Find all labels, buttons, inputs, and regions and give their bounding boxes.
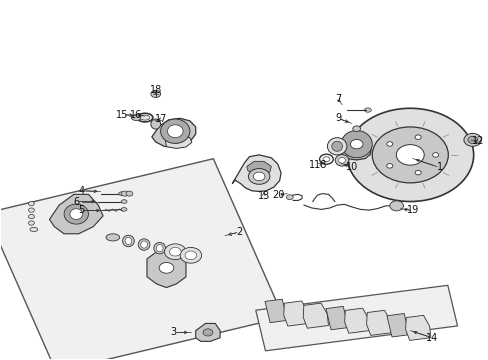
Circle shape [352, 126, 360, 132]
Circle shape [151, 90, 160, 98]
Polygon shape [283, 301, 308, 326]
Ellipse shape [164, 244, 185, 260]
Ellipse shape [125, 237, 132, 244]
Polygon shape [195, 323, 220, 341]
Polygon shape [152, 118, 195, 147]
Text: 20: 20 [272, 190, 284, 200]
Text: 18: 18 [149, 85, 162, 95]
Circle shape [371, 127, 447, 183]
Ellipse shape [121, 191, 129, 196]
Circle shape [28, 208, 34, 212]
Ellipse shape [106, 234, 120, 241]
Ellipse shape [121, 208, 127, 211]
Ellipse shape [126, 191, 133, 196]
Ellipse shape [64, 204, 88, 224]
Circle shape [463, 134, 481, 146]
Circle shape [414, 135, 420, 139]
Ellipse shape [364, 108, 370, 112]
Polygon shape [246, 161, 271, 174]
Circle shape [159, 262, 173, 273]
Ellipse shape [180, 247, 201, 263]
Circle shape [467, 136, 477, 143]
Polygon shape [264, 299, 287, 323]
Circle shape [253, 172, 264, 181]
Ellipse shape [30, 227, 38, 231]
Polygon shape [366, 310, 391, 336]
Polygon shape [255, 285, 457, 351]
Text: 2: 2 [236, 227, 242, 237]
Ellipse shape [138, 239, 150, 250]
Text: 13: 13 [257, 191, 269, 201]
Circle shape [349, 139, 362, 149]
Circle shape [28, 215, 34, 219]
Circle shape [386, 164, 392, 168]
Polygon shape [49, 194, 103, 234]
Text: 5: 5 [78, 206, 84, 216]
Ellipse shape [338, 157, 345, 163]
Polygon shape [325, 306, 347, 330]
Text: 1: 1 [436, 162, 442, 172]
Ellipse shape [156, 244, 163, 252]
Circle shape [203, 329, 212, 336]
Circle shape [396, 145, 424, 165]
Ellipse shape [167, 125, 183, 138]
Text: 6: 6 [73, 197, 79, 207]
Polygon shape [0, 159, 283, 360]
Ellipse shape [119, 192, 124, 195]
Polygon shape [165, 136, 191, 148]
Circle shape [389, 201, 403, 211]
Circle shape [414, 170, 420, 175]
Ellipse shape [131, 115, 141, 121]
Ellipse shape [331, 141, 342, 151]
Ellipse shape [122, 235, 134, 247]
Circle shape [248, 168, 269, 184]
Ellipse shape [184, 251, 196, 260]
Text: 16: 16 [130, 110, 142, 120]
Ellipse shape [70, 209, 82, 220]
Polygon shape [341, 135, 370, 160]
Text: 3: 3 [170, 327, 177, 337]
Circle shape [346, 108, 473, 202]
Polygon shape [147, 248, 185, 288]
Circle shape [28, 202, 34, 206]
Text: 10: 10 [345, 162, 357, 172]
Polygon shape [405, 315, 430, 341]
Polygon shape [303, 303, 328, 328]
Ellipse shape [140, 115, 150, 120]
Ellipse shape [327, 138, 346, 155]
Ellipse shape [151, 119, 160, 129]
Text: 15: 15 [116, 110, 128, 120]
Circle shape [386, 142, 392, 146]
Circle shape [432, 153, 438, 157]
Text: 4: 4 [78, 186, 84, 196]
Ellipse shape [334, 154, 348, 166]
Ellipse shape [154, 242, 165, 254]
Text: 17: 17 [155, 114, 167, 124]
Circle shape [286, 195, 293, 200]
Polygon shape [386, 314, 408, 337]
Ellipse shape [141, 241, 147, 248]
Ellipse shape [169, 247, 181, 256]
Circle shape [28, 221, 34, 225]
Ellipse shape [121, 200, 127, 203]
Text: 12: 12 [471, 136, 484, 146]
Polygon shape [344, 308, 369, 333]
Ellipse shape [160, 119, 189, 143]
Text: 7: 7 [334, 94, 341, 104]
Ellipse shape [340, 131, 371, 158]
Polygon shape [232, 155, 281, 192]
Text: 19: 19 [406, 206, 418, 216]
Text: 14: 14 [425, 333, 437, 343]
Text: 118: 118 [309, 160, 327, 170]
Text: 9: 9 [334, 113, 341, 123]
